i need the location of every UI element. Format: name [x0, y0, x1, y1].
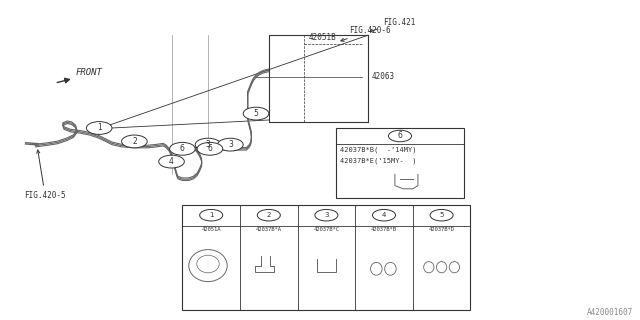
- Circle shape: [159, 155, 184, 168]
- Text: 6: 6: [397, 132, 403, 140]
- Circle shape: [372, 209, 396, 221]
- Circle shape: [197, 142, 223, 155]
- Text: 4: 4: [382, 212, 386, 218]
- Text: 5: 5: [253, 109, 259, 118]
- Text: 42037B*C: 42037B*C: [314, 227, 339, 232]
- Bar: [269, 35, 368, 122]
- Text: 42037B*B: 42037B*B: [371, 227, 397, 232]
- Text: 6: 6: [180, 144, 185, 153]
- Circle shape: [257, 209, 280, 221]
- Text: 4: 4: [169, 157, 174, 166]
- Circle shape: [430, 209, 453, 221]
- Circle shape: [86, 122, 112, 134]
- Text: 42051B: 42051B: [308, 33, 337, 42]
- Circle shape: [122, 135, 147, 148]
- Text: 5: 5: [440, 212, 444, 218]
- Circle shape: [195, 138, 221, 151]
- Text: FRONT: FRONT: [76, 68, 102, 77]
- Text: 42037B*E('15MY-  ): 42037B*E('15MY- ): [340, 158, 417, 164]
- Circle shape: [200, 209, 223, 221]
- Circle shape: [388, 130, 412, 142]
- Text: FIG.420-5: FIG.420-5: [24, 150, 66, 200]
- Text: 42037B*A: 42037B*A: [256, 227, 282, 232]
- Text: 3: 3: [228, 140, 233, 149]
- Text: 1: 1: [97, 124, 102, 132]
- Circle shape: [170, 142, 195, 155]
- Text: 2: 2: [132, 137, 137, 146]
- Text: A420001607: A420001607: [588, 308, 634, 317]
- Circle shape: [315, 209, 338, 221]
- Circle shape: [218, 138, 243, 151]
- Text: 3: 3: [205, 140, 211, 149]
- Text: 42037B*D: 42037B*D: [429, 227, 454, 232]
- Text: 42051A: 42051A: [202, 227, 221, 232]
- Circle shape: [243, 107, 269, 120]
- Bar: [336, 128, 464, 198]
- Text: 2: 2: [267, 212, 271, 218]
- Text: FIG.421: FIG.421: [370, 18, 415, 32]
- Text: 42063: 42063: [371, 72, 394, 81]
- Bar: [182, 205, 470, 310]
- Text: 1: 1: [209, 212, 214, 218]
- Text: 6: 6: [207, 144, 212, 153]
- Text: 42037B*B(  -'14MY): 42037B*B( -'14MY): [340, 147, 417, 153]
- Text: FIG.420-6: FIG.420-6: [341, 26, 390, 41]
- Text: 3: 3: [324, 212, 329, 218]
